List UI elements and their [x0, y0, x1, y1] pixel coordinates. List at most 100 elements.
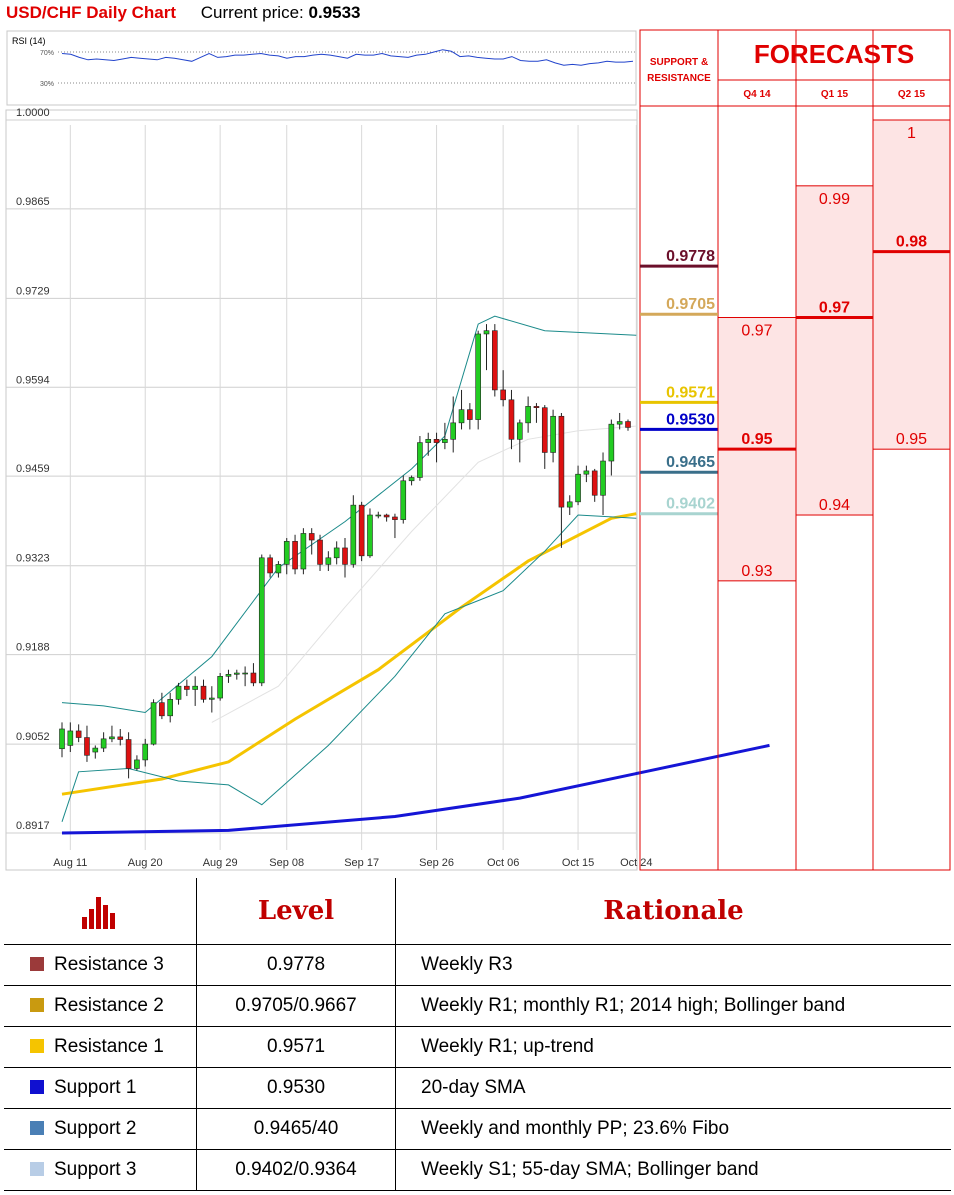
candle-body — [400, 480, 407, 520]
candle-body — [342, 547, 348, 565]
candle — [167, 692, 174, 723]
chart-title: USD/CHF Daily Chart — [6, 3, 177, 22]
forecast-range-q2 — [872, 119, 951, 450]
candle-body — [367, 514, 373, 557]
candle-body — [134, 759, 140, 769]
candle — [333, 541, 340, 565]
candle — [442, 422, 448, 450]
candle-body — [125, 739, 132, 769]
candle — [425, 432, 432, 456]
candle — [217, 673, 223, 701]
y-tick-label: 0.8917 — [16, 820, 50, 832]
candle-body — [375, 514, 382, 517]
current-price-value: 0.9533 — [308, 3, 361, 22]
candle-body — [217, 676, 223, 699]
candle — [59, 722, 65, 758]
forecast-high-q2: 1 — [907, 125, 916, 142]
candle-body — [417, 442, 423, 478]
rsi-label: RSI (14) — [12, 36, 46, 46]
level-name: Support 2 — [54, 1118, 137, 1139]
candle-body — [250, 672, 257, 684]
forecast-low-q1: 0.94 — [819, 497, 850, 514]
table-row: Support 2 0.9465/40 Weekly and monthly PP;… — [4, 1108, 951, 1150]
level-name: Support 1 — [54, 1077, 137, 1098]
table-row: Support 3 0.9402/0.9364 Weekly S1; 55-day … — [4, 1149, 951, 1191]
candle-body — [558, 415, 565, 508]
candle-body — [525, 406, 531, 424]
x-tick-label: Aug 20 — [128, 857, 163, 869]
forecast-range-q1 — [795, 185, 874, 516]
candle — [209, 686, 215, 713]
sr-level-label: 0.9530 — [666, 411, 715, 428]
candle-body — [383, 514, 390, 518]
overlay-bollinger-upper — [61, 315, 637, 714]
rsi-30-label: 30% — [40, 81, 54, 88]
y-tick-label: 0.9459 — [16, 463, 50, 475]
chart-area: RSI (14) 70% 30% 1.0000 0.9865 0.9729 0.9594 0.… — [5, 29, 951, 871]
candle-body — [283, 541, 290, 565]
level-rationale: Weekly and monthly PP; 23.6% Fibo — [395, 1108, 951, 1150]
x-tick-label: Oct 06 — [487, 857, 519, 869]
candle — [508, 389, 515, 450]
candle — [275, 561, 282, 578]
candle — [308, 528, 315, 555]
candle — [134, 755, 140, 771]
candle-body — [541, 407, 548, 453]
candle-body — [467, 409, 473, 420]
candle — [458, 389, 465, 430]
candle — [317, 534, 323, 571]
candle — [541, 405, 548, 469]
level-value: 0.9571 — [196, 1026, 396, 1068]
candle-body — [458, 409, 465, 424]
x-tick-label: Aug 29 — [203, 857, 238, 869]
level-rationale: Weekly S1; 55-day SMA; Bollinger band — [395, 1149, 951, 1191]
level-name: Support 3 — [54, 1159, 137, 1180]
forecast-median-q1: 0.97 — [819, 300, 850, 317]
x-tick-label: Sep 17 — [344, 857, 379, 869]
candle-body — [117, 736, 124, 740]
table-row: Support 1 0.9530 20-day SMA — [4, 1067, 951, 1109]
candle-body — [142, 743, 149, 761]
candle-body — [566, 501, 573, 508]
candle-body — [92, 747, 99, 753]
candle-body — [209, 697, 215, 700]
candle — [450, 396, 457, 453]
level-rationale: Weekly R1; up-trend — [395, 1026, 951, 1068]
candle-body — [75, 730, 82, 738]
candle — [467, 403, 473, 430]
candle — [375, 511, 382, 519]
level-name: Resistance 2 — [54, 995, 164, 1016]
candle — [350, 495, 357, 568]
forecasts-title: FORECASTS — [754, 39, 914, 69]
color-swatch — [30, 1121, 44, 1135]
forecast-low-q2: 0.95 — [896, 431, 927, 448]
candle — [84, 725, 90, 762]
candle — [392, 513, 398, 539]
candle-body — [175, 685, 182, 700]
candle-body — [292, 541, 298, 570]
candle — [400, 475, 407, 524]
sr-header-line2: RESISTANCE — [647, 73, 711, 84]
level-name: Resistance 1 — [54, 1036, 164, 1057]
candle — [242, 666, 248, 687]
levels-table: Level Rationale Resistance 3 0.9778 Weekly R… — [4, 878, 951, 1191]
rsi-70-label: 70% — [40, 50, 54, 57]
level-value: 0.9778 — [196, 944, 396, 986]
y-tick-label: 0.9188 — [16, 642, 50, 654]
y-tick-label: 0.9865 — [16, 196, 50, 208]
candle-body — [84, 737, 90, 756]
candle — [200, 679, 207, 703]
x-tick-label: Aug 11 — [53, 857, 87, 869]
sr-level-label: 0.9705 — [666, 296, 715, 313]
candle — [100, 732, 107, 753]
candle — [283, 538, 290, 575]
candle — [67, 722, 74, 753]
color-swatch — [30, 998, 44, 1012]
level-value: 0.9402/0.9364 — [196, 1149, 396, 1191]
x-tick-label: Oct 15 — [562, 857, 594, 869]
candle-body — [300, 533, 307, 570]
candle — [583, 465, 590, 483]
candle-body — [392, 516, 398, 520]
candle-body — [425, 439, 432, 443]
candle-body — [233, 672, 240, 675]
